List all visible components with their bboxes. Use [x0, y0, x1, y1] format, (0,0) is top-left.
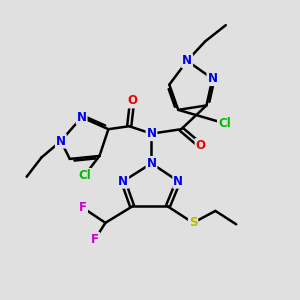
- Text: F: F: [91, 233, 99, 246]
- Text: O: O: [127, 94, 137, 107]
- Text: O: O: [196, 139, 206, 152]
- Text: N: N: [146, 157, 157, 170]
- Text: N: N: [56, 135, 66, 148]
- Text: N: N: [173, 175, 183, 188]
- Text: N: N: [182, 54, 192, 67]
- Text: F: F: [79, 202, 87, 214]
- Text: N: N: [118, 175, 128, 188]
- Text: Cl: Cl: [218, 117, 231, 130]
- Text: S: S: [189, 216, 197, 229]
- Text: N: N: [207, 72, 218, 85]
- Text: N: N: [146, 127, 157, 140]
- Text: Cl: Cl: [78, 169, 91, 182]
- Text: N: N: [76, 111, 87, 124]
